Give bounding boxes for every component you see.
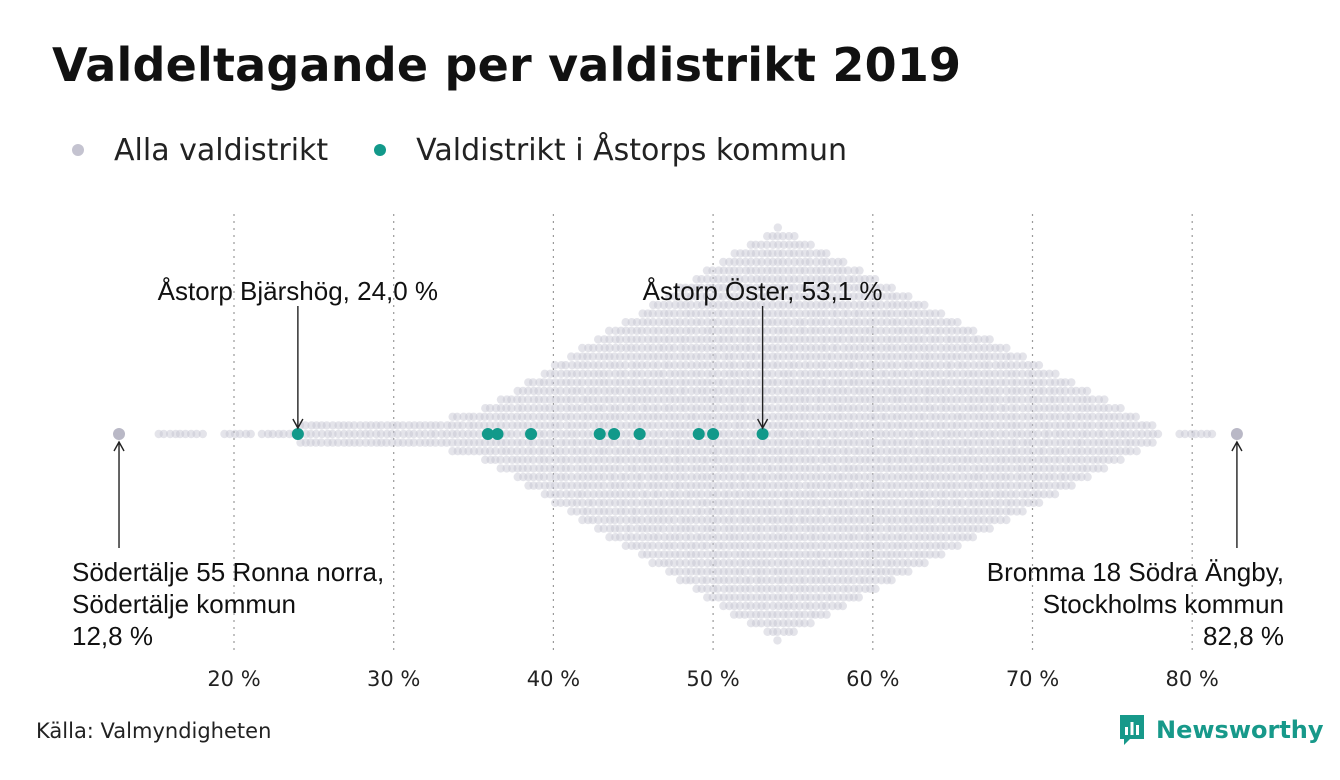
annotation-label: Stockholms kommun: [1043, 589, 1284, 619]
source-note: Källa: Valmyndigheten: [36, 719, 271, 743]
x-tick-label: 60 %: [846, 667, 899, 691]
swarm-dot: [1148, 438, 1156, 446]
astorp-dot: [525, 428, 537, 440]
swarm-dot: [1002, 516, 1010, 524]
astorp-dot: [693, 428, 705, 440]
extreme-dot: [113, 428, 125, 440]
annotation-label: Bromma 18 Södra Ängby,: [987, 557, 1284, 587]
swarm-dot: [199, 430, 207, 438]
swarm-dot: [904, 567, 912, 575]
swarm-dot: [1067, 378, 1075, 386]
swarm-dot: [855, 593, 863, 601]
swarm-dot: [1100, 464, 1108, 472]
extreme-dot: [1231, 428, 1243, 440]
astorp-dot: [634, 428, 646, 440]
newsworthy-brand[interactable]: Newsworthy: [1118, 713, 1324, 747]
annotation-label: Södertälje kommun: [72, 589, 296, 619]
swarm-dot: [1019, 352, 1027, 360]
swarm-dot: [953, 318, 961, 326]
swarm-dot: [1148, 421, 1156, 429]
swarm-dot: [985, 335, 993, 343]
swarm-dot: [969, 533, 977, 541]
swarm-dot: [790, 232, 798, 240]
x-axis-ticks: 20 % 30 % 40 % 50 % 60 % 70 % 80 %: [207, 667, 1219, 691]
x-tick-label: 20 %: [207, 667, 260, 691]
swarm-dot: [920, 559, 928, 567]
swarm-dot: [1002, 344, 1010, 352]
swarm-dot: [1100, 395, 1108, 403]
x-tick-label: 50 %: [686, 667, 739, 691]
swarm-dot: [1132, 447, 1140, 455]
swarm-dot: [1067, 481, 1075, 489]
swarm-dot: [953, 542, 961, 550]
annotation-label: Åstorp Bjärshög, 24,0 %: [158, 276, 438, 306]
swarm-dot: [1083, 473, 1091, 481]
swarm-dot: [790, 628, 798, 636]
swarm-dot: [1018, 507, 1026, 515]
swarm-dot: [839, 258, 847, 266]
astorp-dot: [594, 428, 606, 440]
swarm-dot: [937, 309, 945, 317]
beeswarm-chart: Åstorp Bjärshög, 24,0 % Åstorp Öster, 53,…: [0, 0, 1340, 780]
swarm-dot: [986, 524, 994, 532]
swarm-dot: [1035, 499, 1043, 507]
swarm-dot: [855, 266, 863, 274]
swarm-dot: [871, 585, 879, 593]
swarm-dot: [1116, 456, 1124, 464]
swarm-dot: [839, 602, 847, 610]
annotation-label: 82,8 %: [1203, 621, 1284, 651]
annotation-label: 12,8 %: [72, 621, 153, 651]
swarm-dot: [969, 327, 977, 335]
swarm-dot: [887, 576, 895, 584]
astorp-dot: [757, 428, 769, 440]
swarm-dot: [774, 223, 782, 231]
swarm-dot: [1083, 387, 1091, 395]
astorp-dot: [608, 428, 620, 440]
x-tick-label: 70 %: [1006, 667, 1059, 691]
swarm-dot: [888, 284, 896, 292]
swarm-dot: [822, 249, 830, 257]
astorp-dot: [292, 428, 304, 440]
swarm-dot: [920, 301, 928, 309]
annotation-label: Åstorp Öster, 53,1 %: [643, 276, 883, 306]
swarm-dot: [1154, 430, 1162, 438]
swarm-dot: [1051, 370, 1059, 378]
annotation-label: Södertälje 55 Ronna norra,: [72, 557, 384, 587]
x-tick-label: 40 %: [527, 667, 580, 691]
x-tick-label: 80 %: [1166, 667, 1219, 691]
newsworthy-logo-icon: [1118, 713, 1146, 747]
swarm-dot: [822, 610, 830, 618]
swarm-dot: [1051, 490, 1059, 498]
swarm-dot: [1116, 404, 1124, 412]
astorp-dot: [492, 428, 504, 440]
swarm-dot: [1208, 430, 1216, 438]
x-tick-label: 30 %: [367, 667, 420, 691]
swarm-dot: [806, 619, 814, 627]
swarm-dot: [807, 241, 815, 249]
swarm-dot: [937, 550, 945, 558]
swarm-dot: [1035, 361, 1043, 369]
swarm-dot: [247, 430, 255, 438]
swarm-dot: [1132, 413, 1140, 421]
brand-name: Newsworthy: [1156, 716, 1324, 744]
astorp-dot: [707, 428, 719, 440]
swarm-dot: [904, 292, 912, 300]
swarm-dot: [773, 636, 781, 644]
